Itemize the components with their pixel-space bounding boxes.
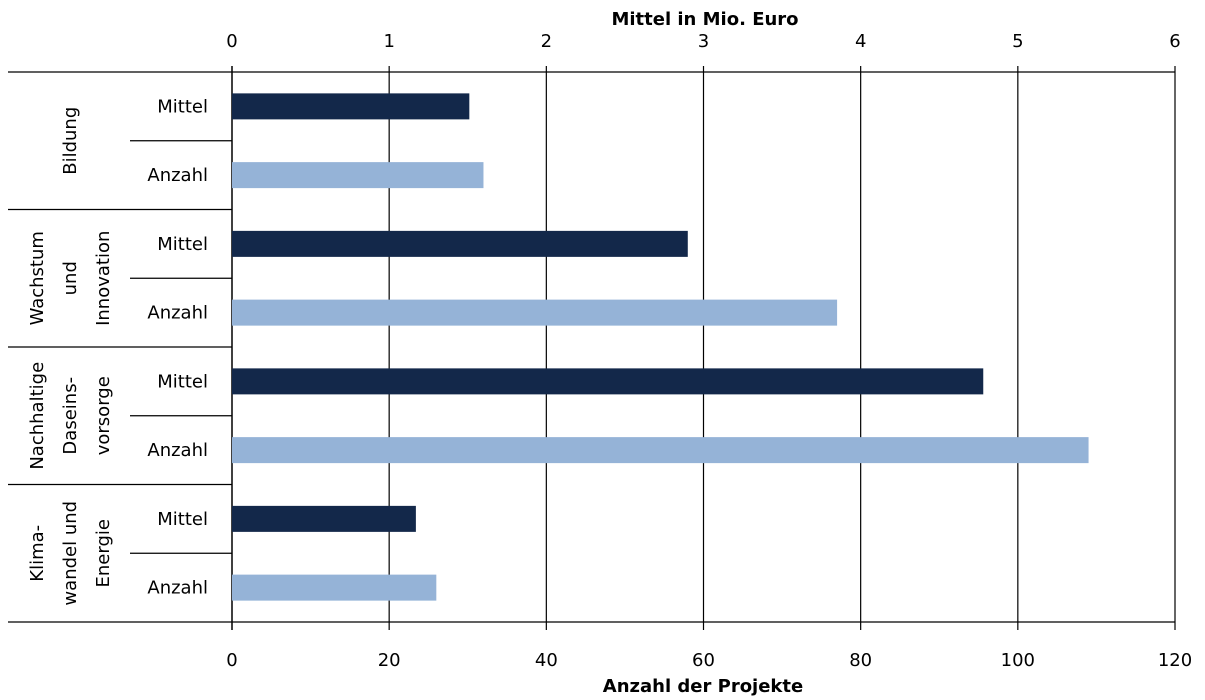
- bottom-tick-label: 60: [692, 650, 715, 671]
- group-label: Bildung: [60, 107, 81, 175]
- bar-category-label: Mittel: [157, 234, 208, 255]
- group-label-line: Daseins-: [60, 377, 81, 455]
- bottom-tick-label: 0: [226, 650, 237, 671]
- bar-category-label: Mittel: [157, 96, 208, 117]
- top-tick-label: 4: [855, 31, 866, 52]
- top-axis-title: Mittel in Mio. Euro: [611, 9, 798, 30]
- bottom-tick-label: 20: [378, 650, 401, 671]
- top-tick-label: 2: [541, 31, 552, 52]
- bar-category-label: Anzahl: [147, 440, 208, 461]
- bar-category-label: Mittel: [157, 509, 208, 530]
- bottom-tick-label: 40: [535, 650, 558, 671]
- group-label-line: Nachhaltige: [27, 362, 48, 470]
- group-label-line: wandel und: [60, 501, 81, 606]
- bar-mittel: [232, 93, 470, 120]
- bar-anzahl: [232, 437, 1089, 464]
- top-tick-label: 1: [383, 31, 394, 52]
- bar-mittel: [232, 505, 416, 532]
- bar-layer: [232, 93, 1089, 601]
- top-tick-label: 0: [226, 31, 237, 52]
- group-label: Wachstum und Innovation: [27, 231, 114, 326]
- group-label-line: und: [60, 261, 81, 295]
- group-label-line: Innovation: [93, 231, 114, 326]
- bottom-tick-label: 120: [1158, 650, 1192, 671]
- top-tick-label: 5: [1012, 31, 1023, 52]
- bottom-tick-label: 80: [849, 650, 872, 671]
- group-label: Klima-wandel und Energie: [27, 501, 114, 606]
- bar-category-label: Anzahl: [147, 165, 208, 186]
- grid-layer: [8, 66, 1176, 630]
- bar-anzahl: [232, 574, 437, 601]
- bar-category-label: Anzahl: [147, 578, 208, 599]
- bottom-axis-title: Anzahl der Projekte: [603, 676, 803, 697]
- group-label-line: Wachstum: [27, 231, 48, 325]
- bar-category-label: Mittel: [157, 371, 208, 392]
- group-label-line: Bildung: [60, 107, 81, 175]
- bar-mittel: [232, 368, 984, 395]
- bar-anzahl: [232, 299, 838, 326]
- top-tick-label: 3: [698, 31, 709, 52]
- bar-anzahl: [232, 162, 484, 189]
- bottom-tick-label: 100: [1001, 650, 1035, 671]
- group-label: Nachhaltige Daseins-vorsorge: [27, 362, 114, 470]
- group-label-line: Klima-: [27, 525, 48, 582]
- top-tick-label: 6: [1169, 31, 1180, 52]
- group-label-line: vorsorge: [93, 376, 114, 455]
- bar-category-label: Anzahl: [147, 303, 208, 324]
- bar-mittel: [232, 230, 688, 257]
- group-label-line: Energie: [93, 519, 114, 587]
